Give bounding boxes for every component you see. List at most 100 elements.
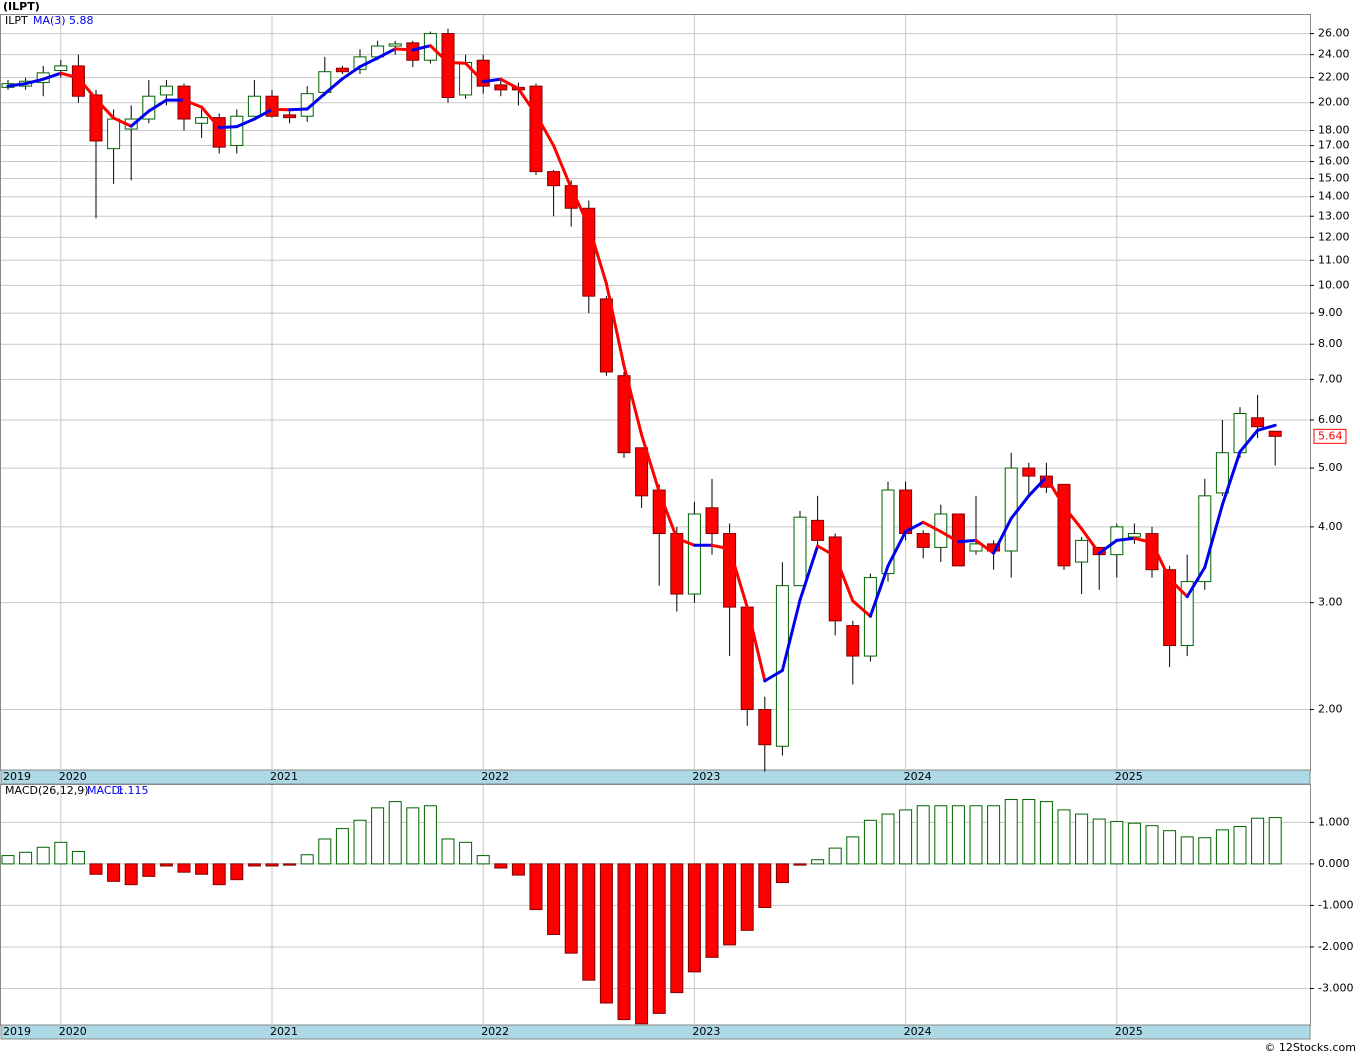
ma-line bbox=[393, 47, 415, 52]
ma-line bbox=[1044, 475, 1066, 509]
ma-line bbox=[129, 109, 151, 128]
ma-line bbox=[235, 117, 256, 129]
candle-body bbox=[54, 65, 68, 72]
candle-body bbox=[670, 533, 684, 595]
macd-bar bbox=[951, 805, 965, 865]
macd-bar bbox=[1075, 813, 1089, 865]
candle-body bbox=[828, 536, 842, 622]
macd-bar bbox=[687, 863, 701, 973]
macd-bar bbox=[1233, 826, 1247, 865]
ma-line bbox=[411, 44, 432, 52]
y-tick-label: 2.00 bbox=[1318, 703, 1343, 716]
macd-bar bbox=[283, 863, 297, 866]
candle-body bbox=[159, 85, 173, 96]
x-tick-label: 2019 bbox=[3, 1025, 31, 1038]
macd-bar bbox=[265, 863, 279, 867]
ma-line bbox=[1132, 536, 1154, 544]
x-tick-label: 2020 bbox=[59, 1025, 87, 1038]
ma-line bbox=[200, 105, 221, 130]
last-price-box bbox=[1313, 428, 1347, 444]
candle-body bbox=[652, 489, 666, 535]
legend-macd-label: MACD: bbox=[87, 784, 124, 797]
macd-bar bbox=[1215, 829, 1229, 865]
macd-bar bbox=[212, 863, 226, 886]
macd-bar bbox=[511, 863, 525, 876]
x-tick-label: 2021 bbox=[270, 1025, 298, 1038]
macd-bar bbox=[71, 850, 85, 865]
macd-bar bbox=[1251, 817, 1265, 865]
x-axis-band bbox=[0, 769, 1311, 785]
ma-line bbox=[305, 92, 327, 111]
x-tick-label: 2023 bbox=[692, 770, 720, 783]
candle-body bbox=[916, 533, 930, 548]
candle-body bbox=[687, 513, 701, 595]
ma-line bbox=[446, 60, 468, 65]
ma-line bbox=[974, 538, 996, 555]
x-tick-label: 2023 bbox=[692, 1025, 720, 1038]
candle-body bbox=[107, 118, 121, 150]
macd-bar bbox=[582, 863, 596, 981]
legend-macd: MACD(26,12,9) bbox=[5, 784, 89, 797]
macd-bar bbox=[863, 819, 877, 865]
macd-bar bbox=[635, 863, 649, 1025]
ma-line bbox=[833, 554, 855, 603]
ma-line bbox=[569, 186, 591, 228]
candle-body bbox=[1127, 533, 1141, 538]
ma-line bbox=[59, 71, 80, 80]
ma-line bbox=[428, 44, 450, 64]
candle-body bbox=[811, 519, 825, 541]
candle-body bbox=[1022, 467, 1036, 477]
ma-line bbox=[499, 77, 520, 91]
candle-body bbox=[1251, 417, 1265, 428]
y-tick-label: 7.00 bbox=[1318, 372, 1343, 385]
ma-line bbox=[1115, 536, 1136, 542]
macd-bar bbox=[846, 836, 860, 865]
x-tick-label: 2020 bbox=[59, 770, 87, 783]
macd-bar bbox=[617, 863, 631, 1021]
ma-line bbox=[675, 536, 696, 547]
macd-bar bbox=[1163, 830, 1177, 865]
macd-bar bbox=[828, 847, 842, 865]
watermark: © 12Stocks.com bbox=[1264, 1041, 1356, 1054]
candle-body bbox=[758, 709, 772, 746]
candle-body bbox=[230, 115, 244, 147]
macd-bar bbox=[494, 863, 508, 869]
x-tick-label: 2024 bbox=[904, 770, 932, 783]
macd-bar bbox=[476, 855, 490, 865]
macd-bar bbox=[969, 805, 983, 865]
macd-bar bbox=[1268, 817, 1282, 865]
ma-line bbox=[516, 87, 538, 116]
y-tick-label: 11.00 bbox=[1318, 253, 1350, 266]
ma-line bbox=[112, 116, 133, 128]
ma-line bbox=[94, 97, 116, 120]
x-tick-label: 2024 bbox=[904, 1025, 932, 1038]
x-tick-label: 2025 bbox=[1115, 1025, 1143, 1038]
ma-line bbox=[147, 98, 168, 113]
y-tick-label: 26.00 bbox=[1318, 27, 1350, 40]
macd-bar bbox=[1127, 822, 1141, 865]
ma-line bbox=[939, 530, 960, 544]
macd-bar bbox=[1180, 836, 1194, 865]
ma-line bbox=[41, 71, 63, 81]
candle-body bbox=[529, 85, 543, 173]
ma-line bbox=[182, 98, 204, 109]
ma-line bbox=[1256, 423, 1277, 432]
x-tick-label: 2021 bbox=[270, 770, 298, 783]
macd-bar bbox=[1092, 818, 1106, 865]
ma-line bbox=[1062, 505, 1084, 531]
ma-line bbox=[323, 77, 344, 96]
ma-line bbox=[376, 47, 397, 60]
y-tick-label: 17.00 bbox=[1318, 139, 1350, 152]
ma-line bbox=[921, 520, 943, 534]
ma-line bbox=[657, 490, 679, 540]
ma-line bbox=[886, 530, 908, 568]
ma-line bbox=[622, 364, 644, 437]
candle-body bbox=[635, 447, 649, 497]
y-tick-label: 16.00 bbox=[1318, 155, 1350, 168]
legend-ma: MA(3) bbox=[33, 14, 66, 27]
macd-bar bbox=[406, 807, 420, 865]
ma-line bbox=[604, 282, 626, 368]
macd-bar bbox=[547, 863, 561, 935]
ma-line bbox=[1168, 577, 1189, 599]
macd-bar bbox=[652, 863, 666, 1014]
